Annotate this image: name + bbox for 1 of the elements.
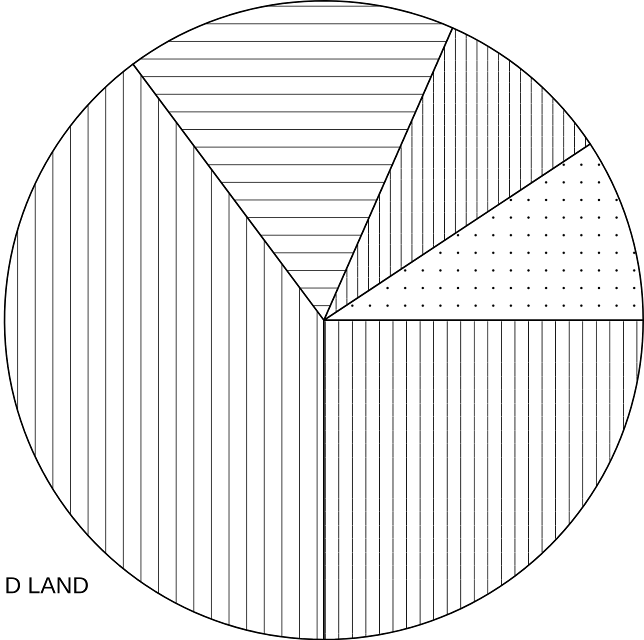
text: D LAND <box>6 577 88 594</box>
